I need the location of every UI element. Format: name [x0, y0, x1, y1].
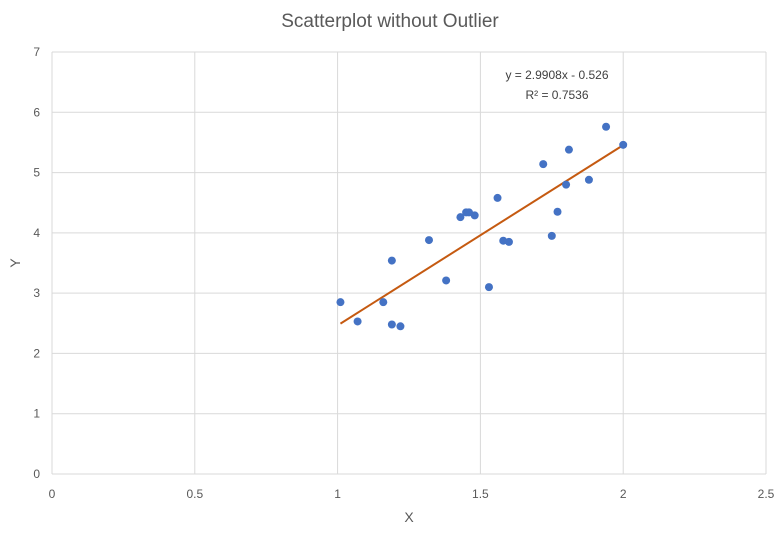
trendline — [339, 144, 624, 325]
data-point — [619, 140, 628, 149]
y-tick-label: 3 — [33, 286, 40, 300]
data-point — [562, 180, 571, 189]
data-point — [353, 317, 362, 326]
data-point — [484, 283, 493, 292]
data-point — [424, 236, 433, 245]
trendline-group — [339, 144, 624, 325]
y-tick-label: 4 — [33, 226, 40, 240]
x-tick-label: 0.5 — [186, 487, 203, 501]
y-axis-label: Y — [7, 258, 23, 268]
y-axis-ticks: 0 1 2 3 4 5 6 7 — [33, 45, 40, 481]
data-point — [584, 175, 593, 184]
x-tick-label: 0 — [49, 487, 56, 501]
data-point — [387, 256, 396, 265]
x-tick-label: 1.5 — [472, 487, 489, 501]
data-point — [493, 193, 502, 202]
data-point — [442, 276, 451, 285]
data-point — [553, 207, 562, 216]
data-points — [336, 122, 628, 331]
y-tick-label: 6 — [33, 105, 40, 119]
y-tick-label: 1 — [33, 407, 40, 421]
trendline-equation: y = 2.9908x - 0.526 — [505, 68, 608, 82]
data-point — [564, 145, 573, 154]
data-point — [387, 320, 396, 329]
y-tick-label: 2 — [33, 346, 40, 360]
data-point — [379, 298, 388, 307]
data-point — [539, 160, 548, 169]
data-point — [602, 122, 611, 131]
x-tick-label: 1 — [334, 487, 341, 501]
y-tick-label: 0 — [33, 467, 40, 481]
data-point — [336, 298, 345, 307]
y-tick-label: 7 — [33, 45, 40, 59]
chart-title: Scatterplot without Outlier — [281, 11, 499, 32]
x-axis-ticks: 0 0.5 1 1.5 2 2.5 — [49, 487, 775, 501]
data-point — [396, 322, 405, 331]
data-point — [456, 213, 465, 222]
data-point — [504, 237, 513, 246]
trendline-r2: R² = 0.7536 — [525, 88, 588, 102]
y-tick-label: 5 — [33, 166, 40, 180]
x-tick-label: 2.5 — [758, 487, 775, 501]
data-point — [470, 211, 479, 220]
x-axis-label: X — [404, 509, 414, 525]
x-tick-label: 2 — [620, 487, 627, 501]
grid — [51, 51, 767, 475]
data-point — [547, 231, 556, 240]
